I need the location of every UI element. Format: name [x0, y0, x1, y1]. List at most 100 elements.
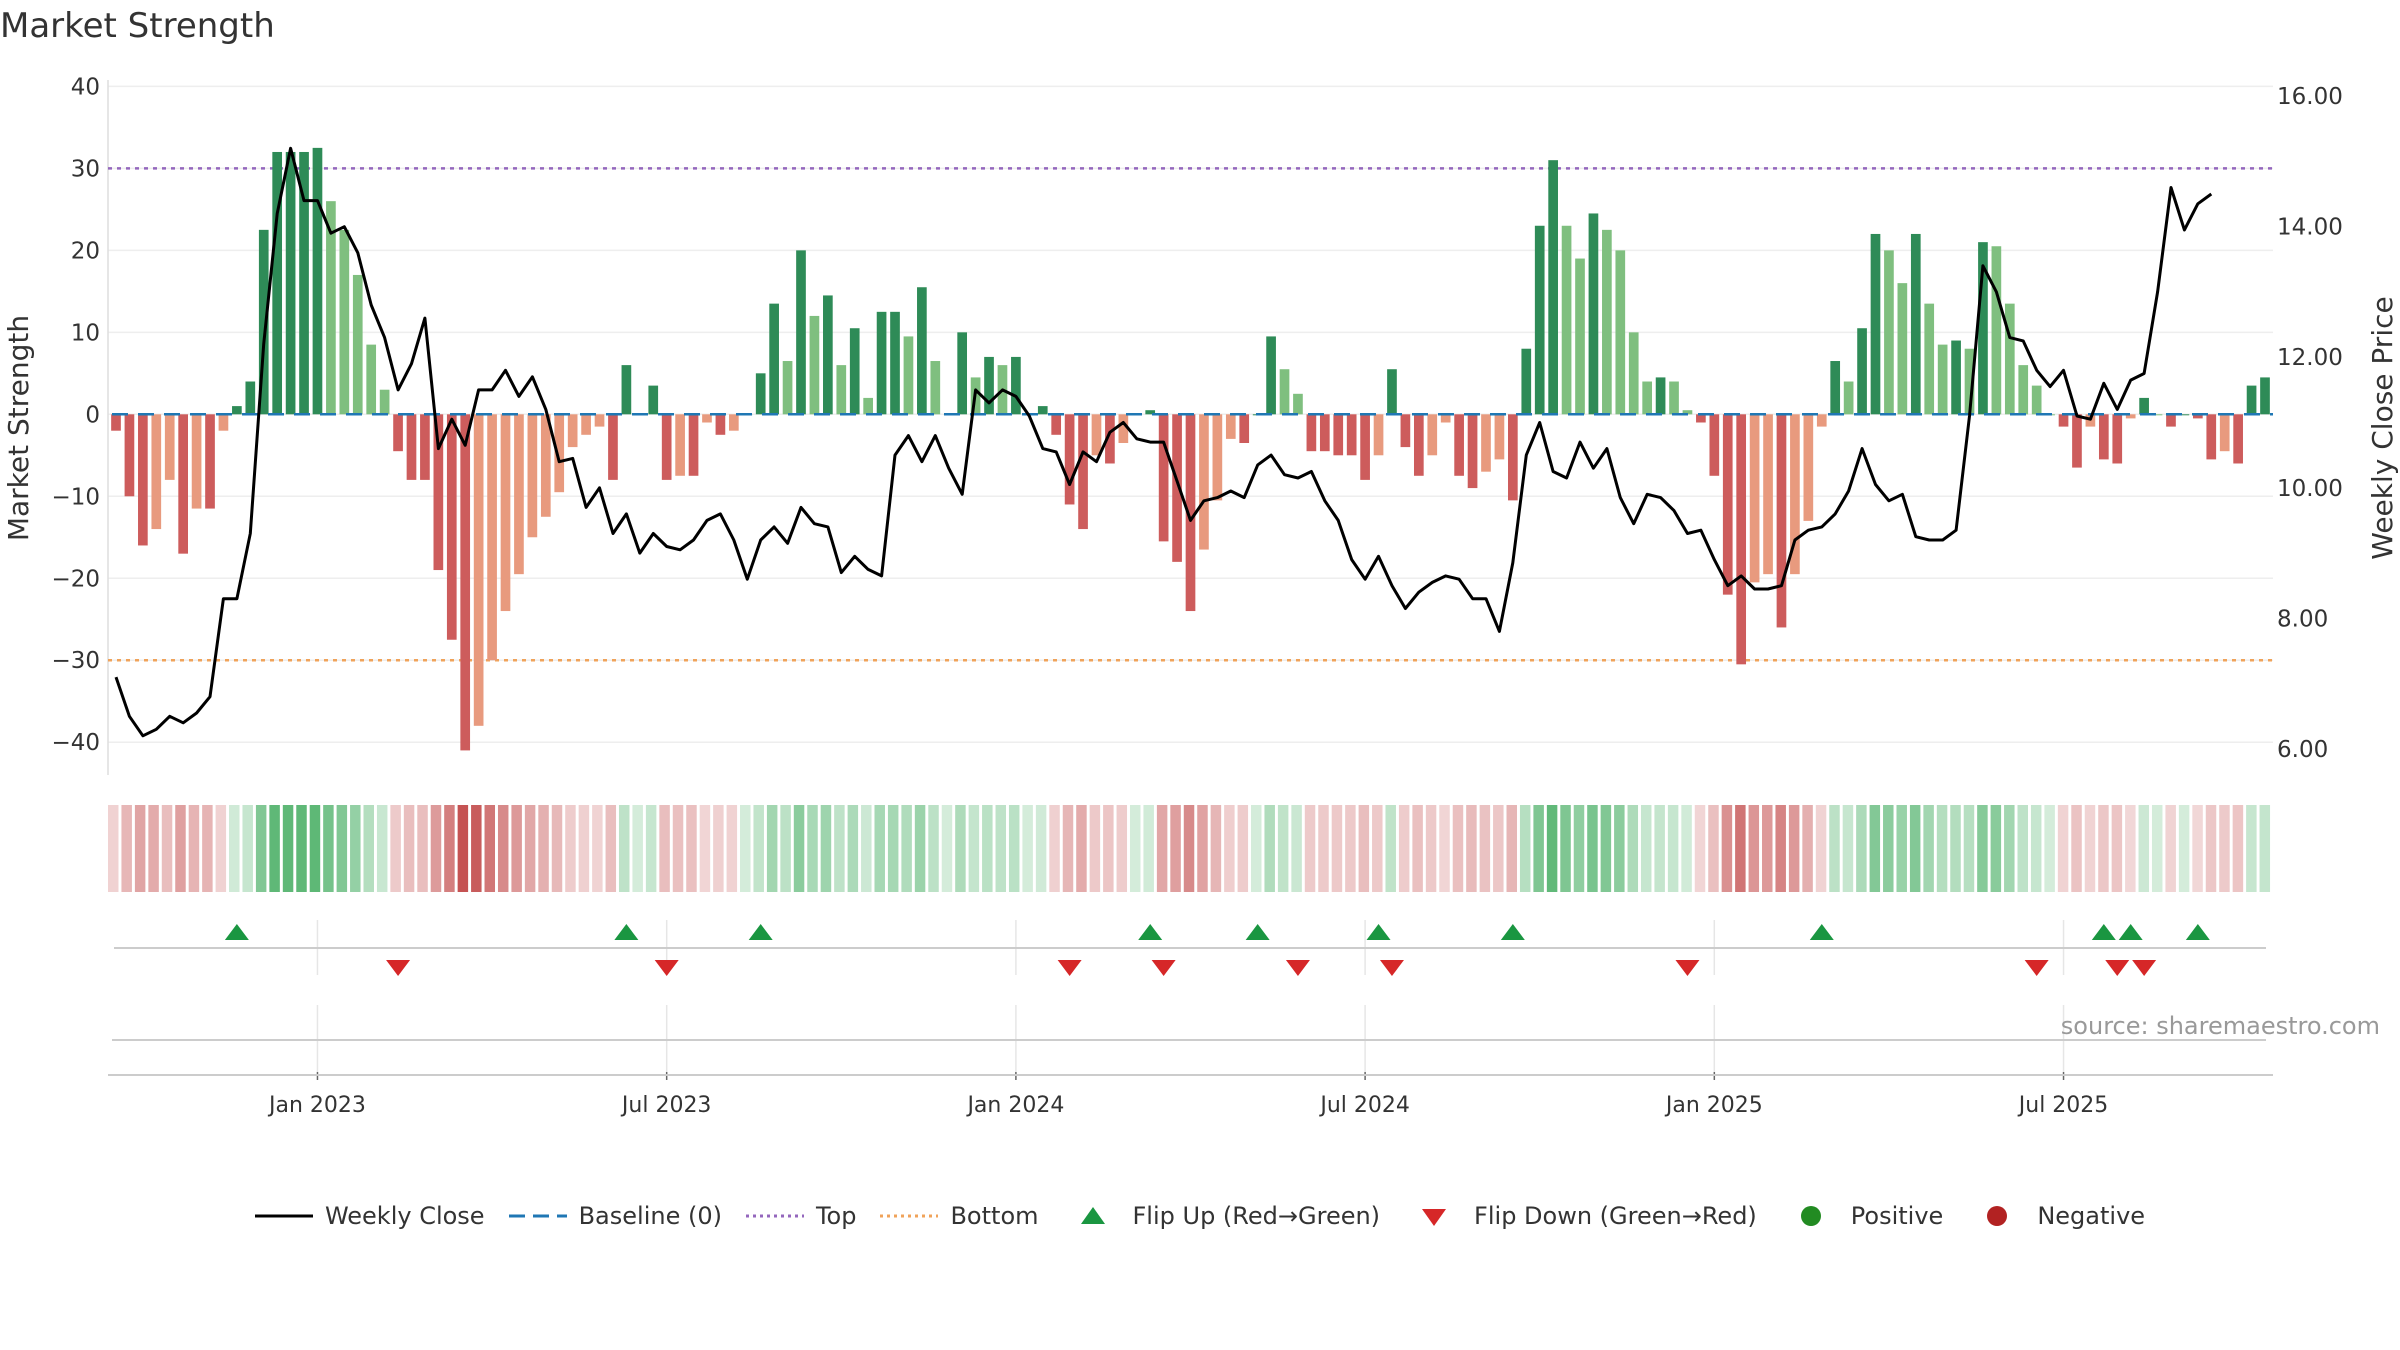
- strength-heat-cell: [847, 805, 859, 892]
- strength-bar: [1978, 242, 1988, 415]
- strength-bar: [1494, 414, 1505, 460]
- strength-bar: [2206, 414, 2217, 460]
- strength-heat-cell: [659, 805, 670, 892]
- strength-heat-cell: [1197, 805, 1208, 892]
- weekly-close-line: [114, 146, 2213, 738]
- legend-baseline-label: Baseline (0): [578, 1202, 722, 1230]
- y-tick-label: 30: [71, 156, 100, 182]
- strength-bar: [285, 151, 296, 415]
- strength-bar: [675, 414, 685, 476]
- strength-heat-cell: [296, 805, 307, 892]
- strength-heat-cell: [1372, 805, 1383, 892]
- strength-heat-cell: [2192, 805, 2203, 892]
- legend-top[interactable]: Top: [745, 1202, 857, 1230]
- y2-tick-label: 16.00: [2277, 84, 2343, 110]
- legend-positive-label: Positive: [1850, 1202, 1944, 1230]
- strength-bar: [299, 151, 309, 415]
- strength-heat-cell: [1506, 805, 1517, 892]
- strength-heat-cell: [1103, 805, 1114, 892]
- strength-bar: [352, 274, 363, 415]
- strength-heat-cell: [1546, 805, 1558, 892]
- y-tick-label: −10: [51, 484, 100, 510]
- strength-bar: [527, 414, 538, 538]
- strength-heat-cell: [1627, 805, 1639, 892]
- strength-heat-cell: [1936, 805, 1948, 892]
- strength-bar: [849, 328, 860, 415]
- legend-top-label: Top: [815, 1202, 857, 1230]
- strength-bar: [1387, 369, 1397, 415]
- legend-flip-up[interactable]: Flip Up (Red→Green): [1063, 1202, 1380, 1230]
- strength-bar: [1709, 414, 1720, 476]
- strength-heat-cell: [1237, 805, 1249, 892]
- legend-positive[interactable]: Positive: [1781, 1202, 1944, 1230]
- strength-heat-cell: [1587, 805, 1598, 892]
- strength-heat-cell: [538, 805, 549, 892]
- flip-up-marker: [748, 924, 773, 940]
- strength-heat-cell: [2151, 805, 2163, 892]
- strength-heat-cell: [1076, 805, 1087, 892]
- strength-bar: [1373, 414, 1384, 456]
- strength-heat-cell: [2138, 805, 2150, 892]
- strength-bar: [2193, 414, 2203, 419]
- strength-bar: [1454, 414, 1464, 476]
- y2-tick-label: 8.00: [2277, 606, 2328, 632]
- strength-bar: [554, 414, 565, 493]
- strength-bar: [1588, 213, 1599, 415]
- strength-bar: [2166, 414, 2176, 427]
- strength-heat-cell: [1116, 805, 1128, 892]
- strength-heat-cell: [1896, 805, 1907, 892]
- strength-heat-cell: [444, 805, 455, 892]
- strength-heat-cell: [1049, 805, 1060, 892]
- strength-heat-cell: [686, 805, 697, 892]
- strength-heat-cell: [1412, 805, 1423, 892]
- strength-bar: [903, 336, 914, 415]
- legend-flip-down[interactable]: Flip Down (Green→Red): [1404, 1202, 1757, 1230]
- strength-heat-cell: [2111, 805, 2123, 892]
- strength-bar: [1105, 414, 1115, 464]
- strength-heat-cell: [202, 805, 213, 892]
- legend-dotted-top-icon: [745, 1204, 806, 1228]
- strength-bar: [2219, 414, 2230, 452]
- strength-bar: [138, 414, 148, 546]
- strength-heat-cell: [430, 805, 442, 892]
- strength-bar: [1521, 348, 1532, 415]
- y-axis-title: Market Strength: [2, 315, 35, 541]
- triangle-down-icon: [1404, 1204, 1464, 1228]
- strength-bar: [124, 414, 135, 497]
- chart-legend: Weekly Close Baseline (0) Top Bottom Fli…: [0, 1202, 2400, 1230]
- strength-bar: [1333, 414, 1344, 456]
- y2-tick-label: 12.00: [2277, 345, 2343, 371]
- strength-heat-cell: [1466, 805, 1477, 892]
- strength-bar: [1051, 414, 1062, 435]
- legend-negative[interactable]: Negative: [1967, 1202, 2145, 1230]
- strength-bar: [836, 365, 847, 415]
- legend-bottom[interactable]: Bottom: [880, 1202, 1039, 1230]
- strength-bar: [1037, 406, 1048, 415]
- strength-bar: [379, 389, 390, 415]
- strength-heat-cell: [2044, 805, 2055, 892]
- strength-bar: [1816, 414, 1827, 427]
- strength-heat-cell: [1224, 805, 1235, 892]
- legend-weekly-close[interactable]: Weekly Close: [254, 1202, 485, 1230]
- strength-heat-cell: [229, 805, 240, 892]
- strength-heat-cell: [403, 805, 415, 892]
- strength-heat-cell: [511, 805, 522, 892]
- x-tick-label: Jul 2024: [1318, 1093, 1410, 1118]
- strength-bar: [111, 414, 121, 431]
- strength-bar: [2072, 414, 2082, 468]
- strength-heat-cell: [753, 805, 764, 892]
- strength-heat-cell: [1883, 805, 1894, 892]
- strength-heat-cell: [1533, 805, 1544, 892]
- strength-bar: [1145, 410, 1156, 415]
- strength-heat-cell: [1143, 805, 1154, 892]
- legend-baseline[interactable]: Baseline (0): [508, 1202, 722, 1230]
- strength-bar: [2125, 414, 2136, 419]
- strength-heat-cell: [914, 805, 926, 892]
- strength-heat-cell: [1008, 805, 1020, 892]
- strength-heat-cell: [618, 805, 630, 892]
- strength-heat-cell: [1640, 805, 1652, 892]
- flip-down-marker: [1379, 960, 1404, 976]
- strength-bar: [1790, 414, 1800, 575]
- strength-heat-cell: [672, 805, 684, 892]
